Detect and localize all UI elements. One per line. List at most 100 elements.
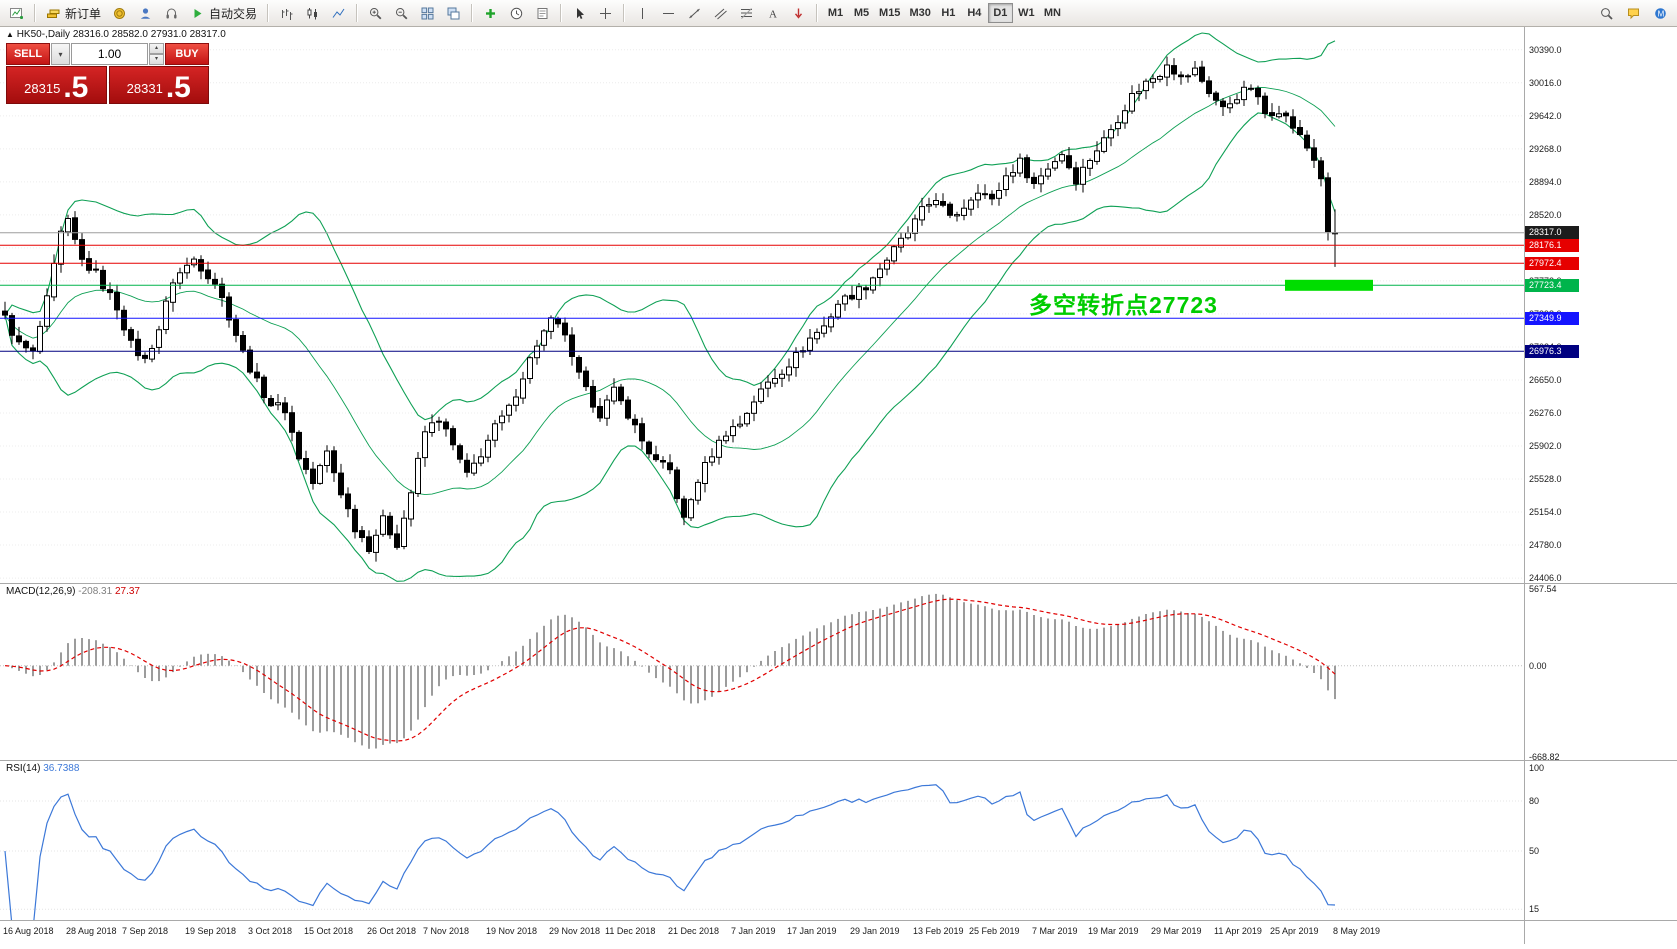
search-button[interactable]	[1594, 2, 1619, 24]
arrange-windows-button[interactable]	[441, 2, 466, 24]
vline-button[interactable]	[630, 2, 655, 24]
chart-line-button[interactable]	[326, 2, 351, 24]
toolbar-separator	[560, 4, 563, 22]
rsi-label: RSI(14)	[6, 763, 41, 774]
price-tick: 25154.0	[1529, 507, 1562, 518]
date-label: 29 Mar 2019	[1151, 926, 1202, 936]
volume-input[interactable]: 1.00	[71, 43, 148, 65]
toolbar-separator	[267, 4, 270, 22]
time-axis[interactable]: 16 Aug 2018 28 Aug 2018 7 Sep 2018 19 Sep 2…	[0, 920, 1524, 944]
date-label: 29 Jan 2019	[850, 926, 900, 936]
macd-label: MACD(12,26,9)	[6, 586, 76, 597]
one-click-trading-panel: SELL ▾ 1.00 ▴ ▾ BUY 28315 .5	[6, 43, 209, 104]
timeframe-w1-button[interactable]: W1	[1014, 3, 1039, 23]
vline-icon	[635, 6, 650, 21]
search-icon	[1599, 6, 1614, 21]
tile-windows-button[interactable]	[415, 2, 440, 24]
date-label: 25 Feb 2019	[969, 926, 1020, 936]
zoom-in-button[interactable]	[363, 2, 388, 24]
arrange-windows-icon	[446, 6, 461, 21]
buy-price-frac: .5	[165, 71, 191, 104]
arrows-button[interactable]	[786, 2, 811, 24]
indicators-add-button[interactable]	[478, 2, 503, 24]
sell-button[interactable]: SELL	[6, 43, 50, 65]
macd-signal-value: 27.37	[114, 586, 140, 597]
cursor-icon	[572, 6, 587, 21]
order-options-dropdown[interactable]: ▾	[51, 43, 70, 65]
timeframe-m30-button[interactable]: M30	[905, 3, 934, 23]
timeframe-mn-button[interactable]: MN	[1040, 3, 1065, 23]
trendline-button[interactable]	[682, 2, 707, 24]
volume-value: 1.00	[97, 47, 122, 61]
new-chart-button[interactable]	[4, 2, 29, 24]
fibonacci-button[interactable]	[734, 2, 759, 24]
chart-ohlc-values: 28316.0 28582.0 27931.0 28317.0	[72, 29, 226, 40]
price-tick: 29642.0	[1529, 110, 1562, 121]
chat-icon	[1626, 6, 1641, 21]
bottom-filler	[0, 944, 1677, 949]
chart-bars-button[interactable]	[274, 2, 299, 24]
zoom-out-button[interactable]	[389, 2, 414, 24]
date-label: 3 Oct 2018	[248, 926, 293, 936]
macd-main-value: -208.31	[78, 586, 113, 597]
chat-button[interactable]	[1621, 2, 1646, 24]
sell-price-display[interactable]: 28315 .5	[6, 66, 107, 104]
date-label: 26 Oct 2018	[367, 926, 417, 936]
zoom-in-icon	[368, 6, 383, 21]
buy-button[interactable]: BUY	[165, 43, 209, 65]
rsi-panel-canvas[interactable]: RSI(14) 36.7388	[0, 760, 1524, 920]
macd-panel-canvas[interactable]: MACD(12,26,9) -208.31 27.37	[0, 583, 1524, 760]
profile-button[interactable]	[133, 2, 158, 24]
hline-button[interactable]	[656, 2, 681, 24]
periods-button[interactable]	[504, 2, 529, 24]
new-order-icon	[46, 6, 61, 21]
sell-price-int: 28315	[24, 81, 61, 96]
zoom-out-icon	[394, 6, 409, 21]
community-button[interactable]: M	[1648, 2, 1673, 24]
coin-button[interactable]	[107, 2, 132, 24]
main-chart-canvas[interactable]: ▲ HK50-,Daily 28316.0 28582.0 27931.0 28…	[0, 26, 1524, 583]
toolbar-separator	[623, 4, 626, 22]
profile-icon	[138, 6, 153, 21]
headset-button[interactable]	[159, 2, 184, 24]
chart-symbol-period: HK50-,Daily	[16, 29, 71, 40]
price-tick: 26276.0	[1529, 407, 1562, 418]
rsi-tick: 100	[1529, 762, 1545, 773]
timeframe-d1-button[interactable]: D1	[987, 3, 1013, 23]
price-tick: 24406.0	[1529, 573, 1562, 583]
main-toolbar: 新订单 自动交易 A M1 M5 M15 M30 H1 H4 D1 W1 MN M	[0, 0, 1677, 27]
text-label-button[interactable]: A	[760, 2, 785, 24]
price-tick: 29268.0	[1529, 143, 1562, 154]
price-tick: 28894.0	[1529, 176, 1562, 187]
sell-price-frac: .5	[63, 71, 89, 104]
timeframe-m15-button[interactable]: M15	[875, 3, 904, 23]
volume-up-button[interactable]: ▴	[149, 43, 164, 54]
svg-text:M: M	[1658, 9, 1665, 18]
buy-price-int: 28331	[126, 81, 163, 96]
timeframe-h4-button[interactable]: H4	[962, 3, 987, 23]
timeframe-h1-button[interactable]: H1	[936, 3, 961, 23]
autotrading-button[interactable]: 自动交易	[185, 2, 262, 24]
price-tick: 25902.0	[1529, 441, 1562, 451]
price-axis[interactable]: 30390.0 30016.0 29642.0 29268.0 28894.0 28520…	[1524, 26, 1677, 583]
crosshair-button[interactable]	[593, 2, 618, 24]
cursor-button[interactable]	[567, 2, 592, 24]
date-label: 19 Mar 2019	[1088, 926, 1139, 936]
volume-down-button[interactable]: ▾	[149, 54, 164, 65]
macd-axis[interactable]: 567.54 0.00 -668.82	[1524, 583, 1677, 760]
periods-icon	[509, 6, 524, 21]
axis-corner	[1524, 920, 1677, 944]
date-label: 16 Aug 2018	[3, 926, 54, 936]
price-tick: 26650.0	[1529, 374, 1562, 385]
rsi-tick: 80	[1529, 796, 1540, 806]
buy-price-display[interactable]: 28331 .5	[108, 66, 209, 104]
level-price-label: 26976.3	[1525, 344, 1579, 358]
new-order-button[interactable]: 新订单	[41, 2, 106, 24]
chart-candles-button[interactable]	[300, 2, 325, 24]
toolbar-separator	[816, 4, 819, 22]
templates-button[interactable]	[530, 2, 555, 24]
timeframe-m1-button[interactable]: M1	[823, 3, 848, 23]
timeframe-m5-button[interactable]: M5	[849, 3, 874, 23]
rsi-axis[interactable]: 100 80 50 15	[1524, 760, 1677, 920]
channel-button[interactable]	[708, 2, 733, 24]
